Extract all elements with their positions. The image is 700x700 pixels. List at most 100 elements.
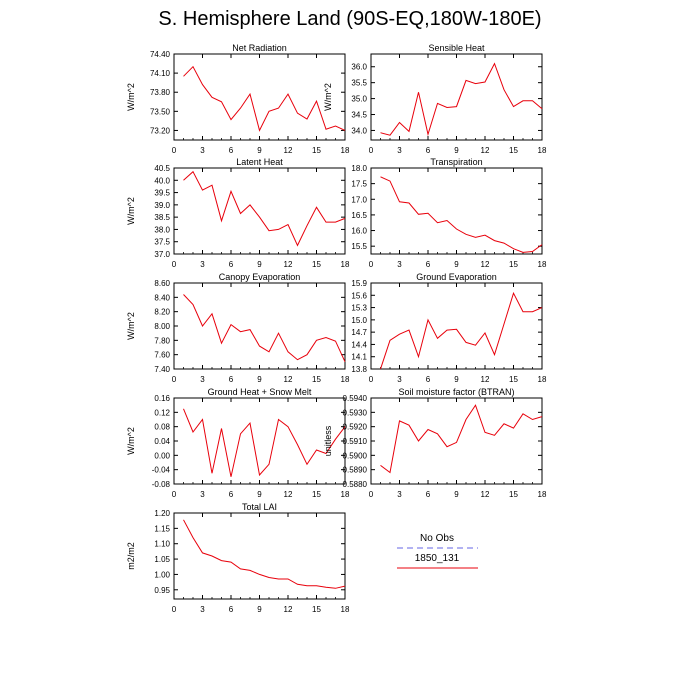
x-tick-label: 9 — [454, 490, 459, 499]
x-tick-label: 18 — [538, 375, 547, 384]
y-tick-label: 15.3 — [351, 304, 367, 313]
plot-frame — [370, 167, 543, 255]
panel-ground-heat-snow-melt: Ground Heat + Snow Melt 0 3 6 9 12 15 18 -0.08 -0… — [126, 387, 350, 499]
x-tick-label: 12 — [481, 375, 490, 384]
y-axis-label: m2/m2 — [126, 542, 136, 570]
y-tick-label: 1.05 — [154, 555, 170, 564]
panel-title: Total LAI — [242, 502, 277, 512]
y-tick-label: 8.00 — [154, 322, 170, 331]
y-tick-label: 0.5880 — [343, 480, 368, 489]
x-tick-label: 15 — [312, 146, 321, 155]
series-line-1850-131 — [183, 65, 346, 132]
x-tick-label: 15 — [509, 375, 518, 384]
x-tick-label: 3 — [200, 375, 205, 384]
plot-frame — [173, 282, 346, 370]
y-tick-label: 73.20 — [150, 126, 171, 135]
series-line-1850-131 — [380, 404, 543, 474]
y-tick-label: 1.00 — [154, 570, 170, 579]
y-tick-label: 0.08 — [154, 423, 170, 432]
x-tick-label: 12 — [481, 260, 490, 269]
x-tick-label: 9 — [257, 605, 262, 614]
y-tick-label: 7.40 — [154, 365, 170, 374]
panel-transpiration: Transpiration 0 3 6 9 12 15 18 15.5 16.0 16.5 17.0 1… — [351, 157, 547, 269]
legend: No Obs 1850_131 — [397, 533, 478, 569]
x-tick-label: 0 — [369, 146, 374, 155]
x-tick-label: 15 — [312, 375, 321, 384]
panel-title: Latent Heat — [236, 157, 283, 167]
y-tick-label: 15.5 — [351, 242, 367, 251]
y-tick-label: 1.20 — [154, 509, 170, 518]
x-tick-label: 18 — [341, 605, 350, 614]
x-tick-label: 6 — [229, 375, 234, 384]
y-tick-label: 1.10 — [154, 540, 170, 549]
y-tick-label: 0.5910 — [343, 437, 368, 446]
y-tick-label: 17.0 — [351, 195, 367, 204]
panel-title: Net Radiation — [232, 43, 287, 53]
panel-title: Sensible Heat — [428, 43, 485, 53]
panels: Net Radiation 0 3 6 9 12 15 18 73.20 73.50 73.80 74… — [126, 43, 547, 614]
y-tick-label: 8.40 — [154, 293, 170, 302]
x-tick-label: 9 — [257, 146, 262, 155]
x-tick-label: 6 — [229, 605, 234, 614]
y-tick-label: 16.5 — [351, 211, 367, 220]
x-tick-label: 6 — [229, 490, 234, 499]
x-tick-label: 0 — [172, 260, 177, 269]
x-tick-label: 18 — [341, 490, 350, 499]
x-tick-label: 3 — [200, 490, 205, 499]
y-tick-label: 0.04 — [154, 437, 170, 446]
y-tick-label: 18.0 — [351, 164, 367, 173]
x-tick-label: 18 — [538, 260, 547, 269]
x-tick-label: 15 — [312, 490, 321, 499]
x-tick-label: 12 — [284, 605, 293, 614]
x-tick-label: 0 — [172, 146, 177, 155]
x-tick-label: 6 — [229, 260, 234, 269]
y-tick-label: 1.15 — [154, 524, 170, 533]
x-tick-label: 9 — [454, 375, 459, 384]
x-tick-label: 12 — [481, 490, 490, 499]
y-tick-label: 39.5 — [154, 189, 170, 198]
y-axis-label: W/m^2 — [323, 83, 333, 111]
panel-soil-moisture-factor-btran: Soil moisture factor (BTRAN)0 3 6 9 12 15 180.… — [323, 387, 547, 499]
panel-title: Soil moisture factor (BTRAN) — [398, 387, 514, 397]
panel-ground-evaporation: Ground Evaporation 0 3 6 9 12 15 18 13.8 14.1 14.4… — [351, 272, 547, 384]
y-tick-label: 14.1 — [351, 353, 367, 362]
panel-title: Ground Evaporation — [416, 272, 497, 282]
y-tick-label: 73.50 — [150, 107, 171, 116]
panel-total-lai: Total LAI 0 3 6 9 12 15 18 0.95 1.00 1.05 1.10 1.15 1… — [126, 502, 350, 614]
x-tick-label: 12 — [284, 490, 293, 499]
y-axis-label: W/m^2 — [126, 83, 136, 111]
y-tick-label: 35.5 — [351, 79, 367, 88]
panel-title: Ground Heat + Snow Melt — [208, 387, 312, 397]
x-tick-label: 12 — [284, 146, 293, 155]
series-line-1850-131 — [183, 408, 346, 477]
y-tick-label: 38.5 — [154, 213, 170, 222]
plot-frame — [173, 53, 346, 141]
y-tick-label: 73.80 — [150, 88, 171, 97]
y-tick-label: 0.12 — [154, 408, 170, 417]
y-tick-label: 39.0 — [154, 201, 170, 210]
panel-title: Transpiration — [430, 157, 482, 167]
panel-title: Canopy Evaporation — [219, 272, 301, 282]
x-tick-label: 6 — [426, 490, 431, 499]
y-tick-label: 7.80 — [154, 336, 170, 345]
y-tick-label: 7.60 — [154, 351, 170, 360]
x-tick-label: 6 — [426, 260, 431, 269]
y-tick-label: 37.0 — [154, 250, 170, 259]
y-tick-label: 15.0 — [351, 316, 367, 325]
y-tick-label: 0.5920 — [343, 423, 368, 432]
y-tick-label: 14.4 — [351, 340, 367, 349]
plot-frame — [370, 282, 543, 370]
y-tick-label: 40.0 — [154, 176, 170, 185]
x-tick-label: 6 — [426, 375, 431, 384]
x-tick-label: 3 — [397, 146, 402, 155]
x-tick-label: 9 — [257, 260, 262, 269]
y-tick-label: 35.0 — [351, 95, 367, 104]
x-tick-label: 9 — [454, 146, 459, 155]
y-tick-label: 74.10 — [150, 69, 171, 78]
y-tick-label: 36.0 — [351, 63, 367, 72]
x-tick-label: 3 — [397, 260, 402, 269]
legend-label-1850-131: 1850_131 — [415, 553, 460, 564]
x-tick-label: 18 — [538, 146, 547, 155]
x-tick-label: 18 — [341, 375, 350, 384]
panel-latent-heat: Latent Heat 0 3 6 9 12 15 18 37.0 37.5 38.0 38.5 39.… — [126, 157, 350, 269]
